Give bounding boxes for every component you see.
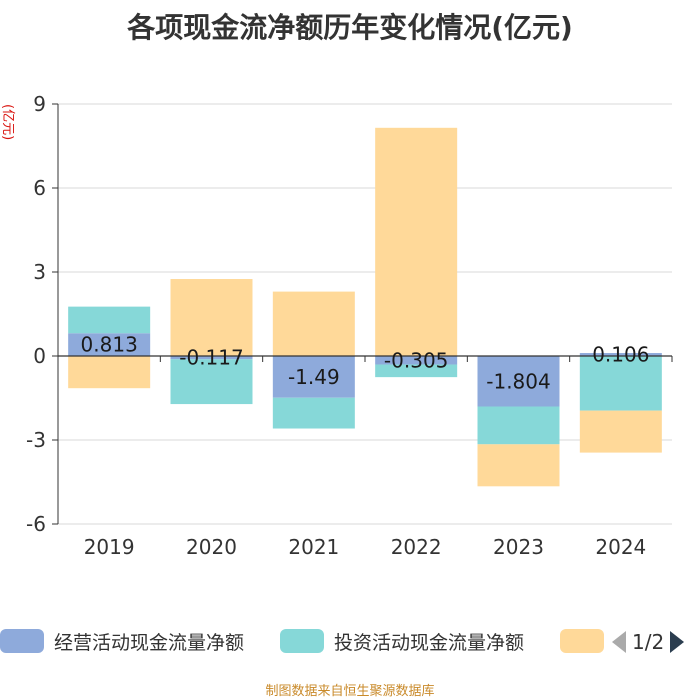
chart-title: 各项现金流净额历年变化情况(亿元)	[127, 11, 573, 44]
legend-swatch-financing	[560, 629, 604, 653]
x-tick-label: 2019	[84, 535, 135, 559]
data-label: 0.813	[81, 333, 138, 357]
bar-2021-series-0	[272, 356, 355, 398]
legend-item-financing[interactable]	[560, 628, 614, 654]
source-note: 制图数据来自恒生聚源数据库	[265, 684, 435, 699]
bar-2019-series-0	[68, 333, 151, 356]
bar-2023-series-1	[477, 406, 560, 445]
legend-label-operating: 经营活动现金流量净额	[54, 631, 245, 654]
legend-item-investing[interactable]: 投资活动现金流量净额	[280, 628, 524, 654]
pager-text: 1/2	[632, 630, 665, 654]
pager-prev-icon[interactable]	[612, 631, 626, 653]
x-tick-label: 2020	[186, 535, 237, 559]
data-label: -1.804	[486, 369, 550, 393]
bar-2022-series-1	[375, 364, 458, 378]
pager-next-icon[interactable]	[670, 631, 685, 653]
y-tick-label: -6	[26, 512, 46, 536]
bar-2023-series-2	[477, 444, 560, 487]
bar-2022-series-0	[375, 356, 458, 365]
legend-label-investing: 投资活动现金流量净额	[334, 631, 525, 654]
legend-item-operating[interactable]: 经营活动现金流量净额	[0, 628, 244, 654]
bar-2019-series-1	[68, 306, 151, 334]
bar-2024-series-0	[579, 353, 662, 356]
bar-2023-series-0	[477, 356, 560, 407]
bar-2021-series-1	[272, 397, 355, 429]
bar-2020-series-1	[170, 359, 253, 405]
legend-swatch-investing	[280, 629, 324, 653]
bar-2020-series-2	[170, 279, 253, 356]
y-axis-label: (亿元)	[0, 104, 15, 140]
x-tick-label: 2021	[288, 535, 339, 559]
bar-2021-series-2	[272, 291, 355, 356]
bar-2024-series-2	[579, 410, 662, 453]
bar-2024-series-1	[579, 356, 662, 411]
x-tick-label: 2022	[391, 535, 442, 559]
legend-swatch-operating	[0, 629, 44, 653]
x-tick-label: 2024	[595, 535, 646, 559]
legend: 经营活动现金流量净额 投资活动现金流量净额 1/2	[0, 622, 700, 662]
data-label: -1.49	[288, 365, 340, 389]
y-tick-label: -3	[26, 428, 46, 452]
y-tick-label: 9	[33, 92, 46, 116]
y-tick-label: 0	[33, 344, 46, 368]
data-label: 0.106	[592, 343, 649, 367]
x-tick-label: 2023	[493, 535, 544, 559]
y-tick-label: 6	[33, 176, 46, 200]
bar-2020-series-0	[170, 356, 253, 360]
data-label: -0.117	[179, 346, 243, 370]
legend-pager: 1/2	[612, 628, 685, 656]
data-label: -0.305	[384, 348, 448, 372]
y-tick-label: 3	[33, 260, 46, 284]
bar-2022-series-2	[375, 127, 458, 356]
bar-2019-series-2	[68, 356, 151, 389]
